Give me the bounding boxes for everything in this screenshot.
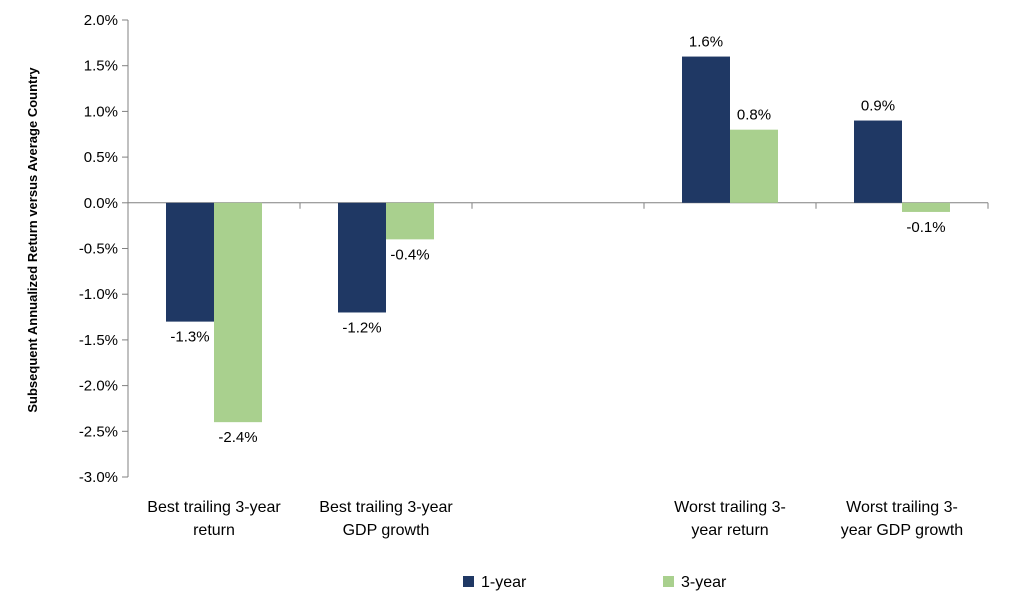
y-axis-title: Subsequent Annualized Return versus Aver…: [25, 67, 40, 413]
data-label: -1.2%: [342, 319, 381, 336]
y-axis: 2.0% 1.5% 1.0% 0.5% 0.0% -0.5% -1.0% -1.5% -2.0%…: [79, 12, 129, 486]
y-tick-label: -1.0%: [79, 286, 118, 303]
y-tick-label: 0.0%: [84, 195, 118, 212]
category-label: return: [193, 522, 235, 539]
y-tick-label: 1.0%: [84, 103, 118, 120]
category-label: year return: [691, 522, 768, 539]
category-label: year GDP growth: [841, 522, 963, 539]
category-label: Worst trailing 3-: [674, 499, 786, 516]
y-tick-label: -2.0%: [79, 378, 118, 395]
data-label: -2.4%: [218, 429, 257, 446]
category-label: Best trailing 3-year: [147, 499, 281, 516]
data-label: -0.1%: [906, 219, 945, 236]
bar-3-year-4: [902, 202, 950, 212]
y-tick-label: -3.0%: [79, 469, 118, 486]
y-tick-label: -1.5%: [79, 332, 118, 349]
y-tick-label: 1.5%: [84, 58, 118, 75]
y-tick-label: -0.5%: [79, 241, 118, 258]
bar-3-year-3: [730, 129, 778, 203]
bar-1-year-3: [682, 56, 730, 203]
legend-swatch-1-year: [463, 576, 474, 587]
legend-label: 1-year: [481, 574, 527, 591]
category-label: Worst trailing 3-: [846, 499, 958, 516]
bar-1-year-4: [854, 120, 902, 203]
data-label: 0.9%: [861, 98, 895, 115]
y-tick-label: -2.5%: [79, 423, 118, 440]
category-labels: Best trailing 3-year return Best trailing …: [147, 499, 963, 539]
x-axis: [127, 202, 989, 209]
data-label: 1.6%: [689, 34, 723, 51]
bars: [166, 56, 950, 423]
bar-3-year-0: [214, 202, 262, 423]
bar-1-year-0: [166, 202, 214, 322]
legend-label: 3-year: [681, 574, 727, 591]
data-labels: -1.3% -2.4% -1.2% -0.4% 1.6% 0.8% 0.9% -0.1%: [170, 34, 945, 447]
y-tick-label: 2.0%: [84, 12, 118, 29]
legend-swatch-3-year: [663, 576, 674, 587]
bar-3-year-1: [386, 202, 434, 240]
y-tick-label: 0.5%: [84, 149, 118, 166]
legend: 1-year 3-year: [463, 574, 727, 591]
data-label: 0.8%: [737, 107, 771, 124]
category-label: GDP growth: [343, 522, 430, 539]
category-label: Best trailing 3-year: [319, 499, 453, 516]
bar-1-year-1: [338, 202, 386, 313]
data-label: -1.3%: [170, 329, 209, 346]
data-label: -0.4%: [390, 246, 429, 263]
